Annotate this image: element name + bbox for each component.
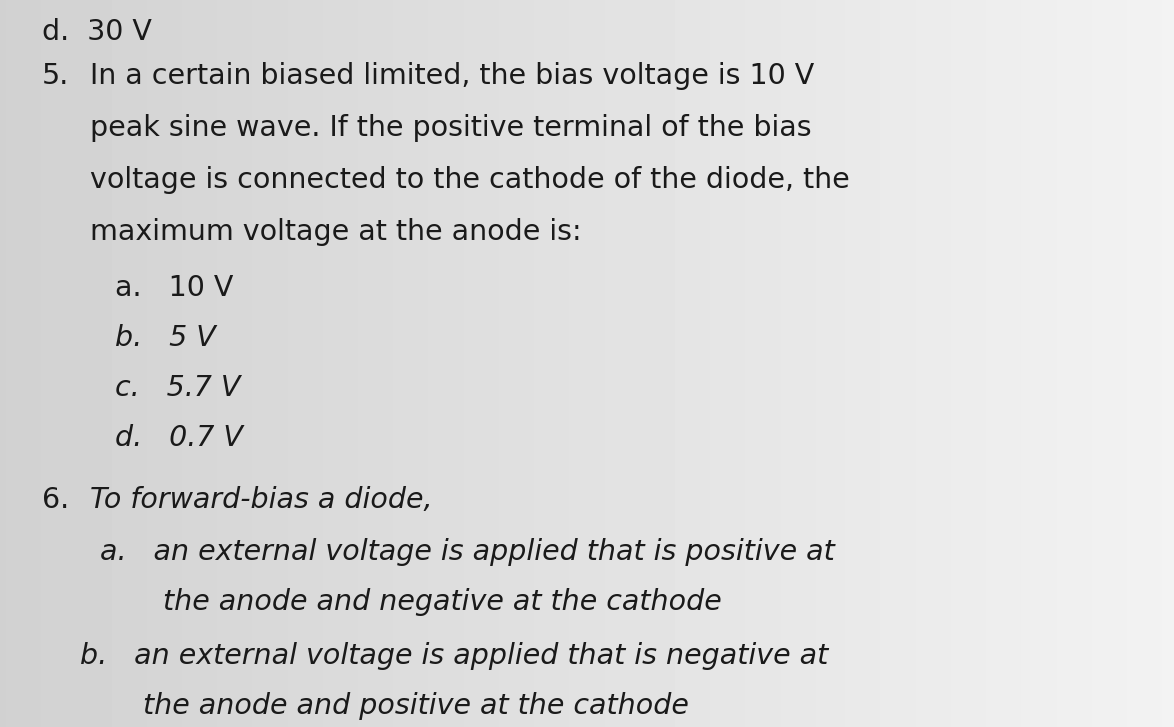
Text: c.   5.7 V: c. 5.7 V (115, 374, 241, 402)
Text: a.   an external voltage is applied that is positive at: a. an external voltage is applied that i… (100, 538, 835, 566)
Text: the anode and negative at the cathode: the anode and negative at the cathode (100, 588, 722, 616)
Text: the anode and positive at the cathode: the anode and positive at the cathode (80, 692, 689, 720)
Text: In a certain biased limited, the bias voltage is 10 V: In a certain biased limited, the bias vo… (90, 62, 815, 90)
Text: To forward-bias a diode,: To forward-bias a diode, (90, 486, 432, 514)
Text: 5.: 5. (42, 62, 69, 90)
Text: d.  30 V: d. 30 V (42, 18, 151, 46)
Text: b.   an external voltage is applied that is negative at: b. an external voltage is applied that i… (80, 642, 828, 670)
Text: maximum voltage at the anode is:: maximum voltage at the anode is: (90, 218, 581, 246)
Text: d.   0.7 V: d. 0.7 V (115, 424, 243, 452)
Text: b.   5 V: b. 5 V (115, 324, 216, 352)
Text: 6.: 6. (42, 486, 69, 514)
Text: peak sine wave. If the positive terminal of the bias: peak sine wave. If the positive terminal… (90, 114, 811, 142)
Text: a.   10 V: a. 10 V (115, 274, 234, 302)
Text: voltage is connected to the cathode of the diode, the: voltage is connected to the cathode of t… (90, 166, 850, 194)
